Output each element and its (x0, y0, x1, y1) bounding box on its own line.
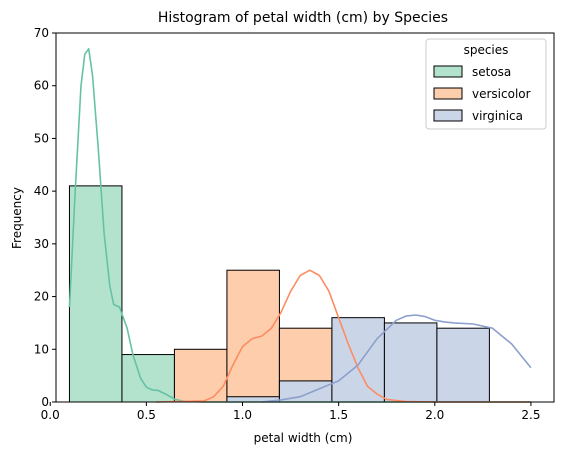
kde-line-versicolor (155, 269, 531, 403)
legend-frame (425, 38, 547, 130)
histogram-bars (68, 185, 490, 403)
bar-setosa-0 (68, 185, 123, 403)
bar-virginica-7 (436, 327, 490, 403)
y-tick-label: 10 (34, 342, 49, 356)
y-axis-label: Frequency (10, 187, 24, 249)
legend-swatch-setosa (433, 65, 463, 78)
y-tick-label: 0 (41, 395, 49, 409)
y-tick-label: 40 (34, 184, 49, 198)
kde-line-setosa (68, 48, 531, 403)
bar-virginica-6 (383, 322, 438, 403)
x-tick-label: 2.5 (521, 408, 540, 422)
x-axis-label: petal width (cm) (254, 431, 353, 445)
kde-curves (68, 48, 532, 403)
kde-line-virginica (261, 314, 532, 403)
x-tick-label: 0.0 (41, 408, 60, 422)
legend-label-versicolor: versicolor (472, 87, 531, 101)
y-tick-label: 60 (34, 79, 49, 93)
x-tick-label: 0.5 (137, 408, 156, 422)
y-tick-label: 30 (34, 237, 49, 251)
legend-title: species (464, 43, 509, 57)
x-tick-label: 2.0 (425, 408, 444, 422)
legend: species setosa versicolor virginica (425, 38, 547, 130)
y-tick-label: 20 (34, 290, 49, 304)
y-tick-label: 70 (34, 26, 49, 40)
chart-title: Histogram of petal width (cm) by Species (158, 10, 448, 26)
x-tick-label: 1.0 (233, 408, 252, 422)
bar-virginica-5 (331, 317, 385, 403)
legend-label-virginica: virginica (472, 109, 523, 123)
legend-swatch-versicolor (433, 87, 463, 100)
legend-label-setosa: setosa (472, 65, 511, 79)
y-tick-label: 50 (34, 131, 49, 145)
bar-versicolor-3 (226, 269, 280, 403)
x-tick-label: 1.5 (329, 408, 348, 422)
plot-frame (55, 32, 555, 403)
axes: 0.0 0.5 1.0 1.5 2.0 2.5 0 10 20 30 40 50 60 70 (34, 26, 555, 422)
bar-versicolor-2 (173, 348, 228, 403)
legend-swatch-virginica (433, 109, 463, 122)
